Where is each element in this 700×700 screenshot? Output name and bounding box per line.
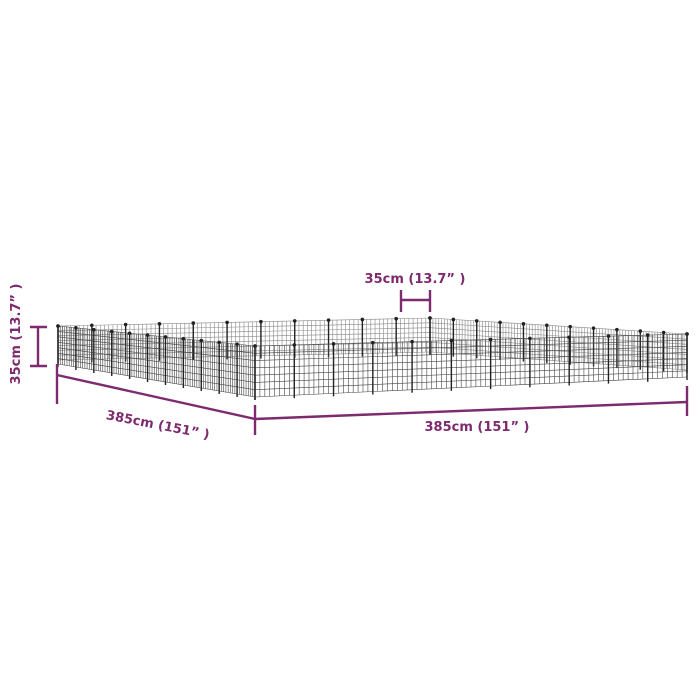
dimension-lines — [30, 290, 689, 435]
panel-connector — [253, 344, 257, 348]
height-dimension-bar — [30, 325, 47, 368]
panel-connector — [685, 332, 689, 336]
panel-connector — [488, 337, 493, 342]
panel-connector — [235, 342, 239, 346]
panel-connector — [74, 326, 78, 330]
panel-connector — [191, 321, 196, 325]
panel-connector — [371, 340, 375, 345]
panel-connector — [545, 323, 549, 328]
panel-connector — [292, 343, 297, 347]
back-right-wall — [428, 316, 689, 373]
panel-connector — [360, 317, 365, 322]
panel-connector — [606, 334, 611, 338]
panel-connector — [127, 331, 132, 336]
panel-connector — [591, 326, 596, 330]
height-label: 35cm (13.7” ) — [9, 284, 24, 385]
panel-connector — [521, 322, 526, 326]
panel-connector — [567, 335, 571, 340]
panel-connector — [92, 327, 96, 332]
panel-width-label: 35cm (13.7” ) — [365, 272, 466, 287]
depth-dimension-line — [55, 364, 256, 421]
panel-connector — [645, 333, 650, 337]
panel-connector — [451, 317, 456, 322]
panel-connector — [474, 319, 479, 323]
panel-connector — [528, 336, 532, 341]
panel-connector — [449, 338, 454, 343]
panel-connector — [217, 340, 221, 345]
panel-connector — [163, 335, 168, 339]
panel-connector — [638, 329, 643, 333]
panel-connector — [90, 323, 94, 328]
panel-connector — [225, 320, 229, 325]
panel-connector — [394, 316, 398, 321]
playpen-mesh — [56, 316, 689, 400]
panel-connector — [123, 322, 128, 327]
panel-connector — [428, 316, 432, 320]
panel-connector — [145, 333, 150, 337]
panel-connector — [615, 327, 619, 332]
panel-connector — [326, 318, 331, 322]
panel-connector — [259, 319, 263, 324]
length-label: 385cm (151” ) — [424, 420, 529, 435]
front-left-wall — [56, 324, 257, 400]
front-right-wall — [253, 332, 689, 400]
panel-connector — [199, 338, 204, 343]
panel-connector — [661, 330, 666, 335]
depth-label: 385cm (151” ) — [105, 408, 211, 443]
panel-connector — [498, 320, 502, 325]
panel-connector — [292, 319, 297, 323]
length-dimension-line — [253, 386, 689, 435]
panel-connector — [56, 324, 60, 328]
panel-connector — [568, 324, 572, 329]
panel-connector — [109, 329, 114, 334]
panel-connector — [157, 322, 162, 326]
panel-connector — [181, 336, 186, 341]
panel-connector — [331, 342, 336, 346]
panel-connector — [410, 339, 414, 344]
panel-width-dimension-bar — [399, 290, 432, 312]
